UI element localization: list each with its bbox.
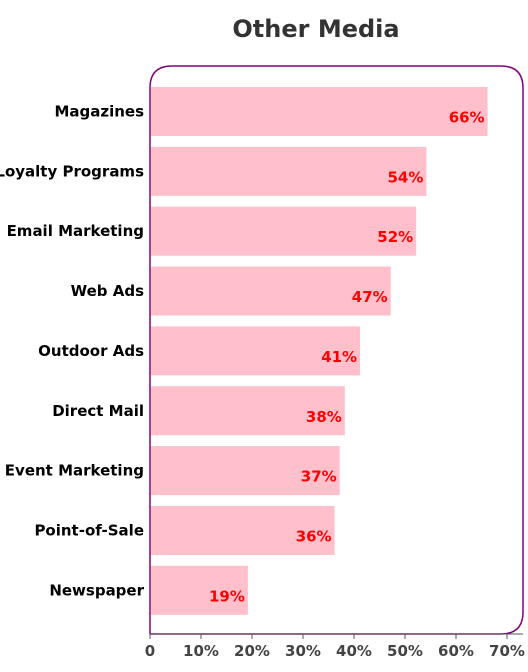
bar-group bbox=[151, 87, 488, 615]
chart-title: Other Media bbox=[232, 15, 399, 43]
x-tick-label: 30% bbox=[285, 642, 321, 660]
x-tick-label: 10% bbox=[183, 642, 219, 660]
bar bbox=[151, 146, 427, 196]
category-label: Direct Mail bbox=[52, 402, 144, 420]
data-label: 37% bbox=[301, 468, 337, 486]
data-label: 36% bbox=[296, 527, 332, 545]
category-label: Point-of-Sale bbox=[34, 521, 144, 539]
category-label: Web Ads bbox=[71, 282, 144, 300]
data-label: 52% bbox=[377, 228, 413, 246]
bar bbox=[151, 446, 340, 496]
category-label: Outdoor Ads bbox=[38, 342, 144, 360]
x-tick-label: 50% bbox=[387, 642, 423, 660]
data-label: 19% bbox=[209, 587, 245, 605]
data-label: 38% bbox=[306, 408, 342, 426]
data-label: 54% bbox=[387, 168, 423, 186]
x-tick-label: 60% bbox=[438, 642, 474, 660]
data-labels: 66% 54% 52% 47% 41% 38% 37% 36% 19% bbox=[209, 109, 485, 606]
category-label: Loyalty Programs bbox=[0, 162, 144, 180]
bar bbox=[151, 565, 248, 615]
bar bbox=[151, 206, 417, 256]
data-label: 66% bbox=[449, 109, 485, 127]
data-label: 41% bbox=[321, 348, 357, 366]
bar bbox=[151, 505, 335, 555]
category-label: Event Marketing bbox=[5, 462, 144, 480]
x-tick-label: 40% bbox=[336, 642, 372, 660]
x-tick-label: 0 bbox=[145, 642, 155, 660]
category-label: Email Marketing bbox=[7, 222, 144, 240]
category-label: Magazines bbox=[54, 103, 144, 121]
bar bbox=[151, 87, 488, 136]
category-label: Newspaper bbox=[49, 581, 144, 599]
plot-frame bbox=[149, 65, 524, 635]
bar bbox=[151, 386, 345, 436]
x-tick-label: 20% bbox=[234, 642, 270, 660]
x-tick-label: 70% bbox=[489, 642, 525, 660]
bar bbox=[151, 326, 361, 376]
bar bbox=[151, 266, 391, 316]
category-labels: Magazines Loyalty Programs Email Marketing… bbox=[0, 103, 145, 600]
data-label: 47% bbox=[352, 288, 388, 306]
x-axis-ticks: 0 10% 20% 30% 40% 50% 60% 70% bbox=[145, 634, 525, 660]
